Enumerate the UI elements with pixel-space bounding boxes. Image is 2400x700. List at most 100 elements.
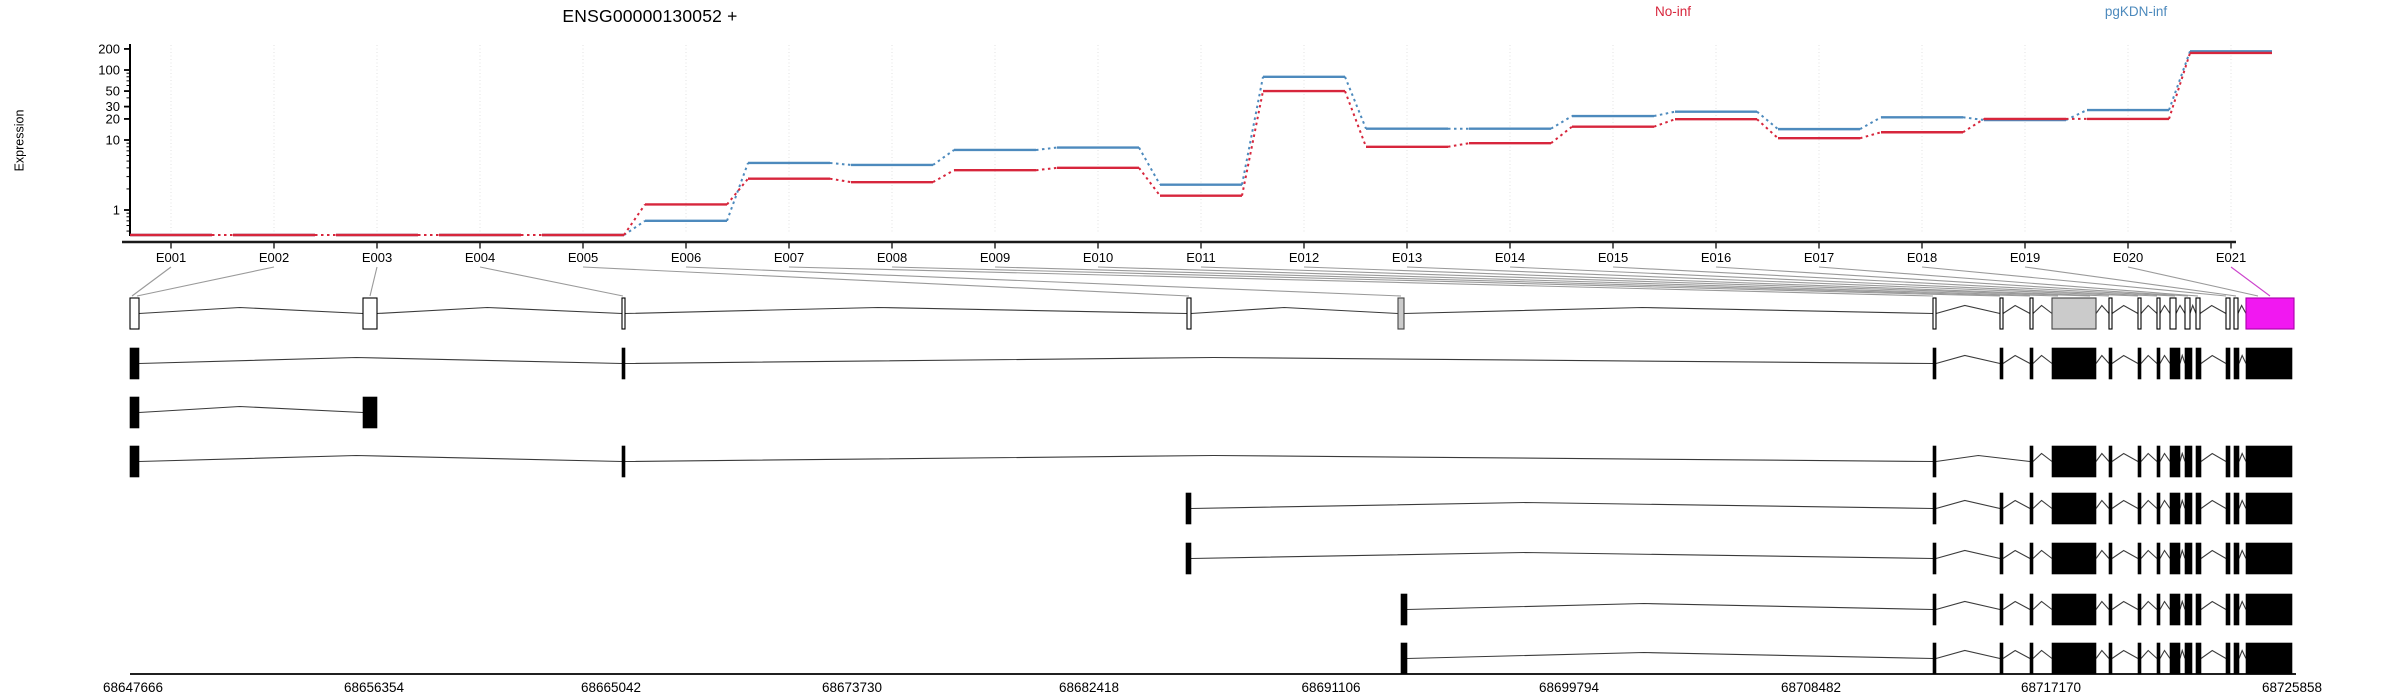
svg-text:68708482: 68708482 bbox=[1781, 680, 1841, 695]
exon-box bbox=[2195, 492, 2202, 525]
exon-box bbox=[2108, 347, 2113, 380]
exon-box bbox=[621, 297, 626, 330]
svg-text:E016: E016 bbox=[1701, 250, 1731, 265]
exon-box bbox=[2233, 297, 2239, 330]
exon-box bbox=[1932, 492, 1937, 525]
exon-box bbox=[1999, 347, 2004, 380]
svg-text:E008: E008 bbox=[877, 250, 907, 265]
exon-box bbox=[2184, 492, 2193, 525]
exon-box bbox=[1185, 542, 1192, 575]
exon-box bbox=[2169, 492, 2181, 525]
exon-box bbox=[129, 297, 140, 330]
exon-box bbox=[2029, 445, 2034, 478]
exon-box bbox=[2225, 593, 2231, 626]
svg-text:200: 200 bbox=[98, 41, 120, 56]
exon-box bbox=[2156, 542, 2161, 575]
exon-box bbox=[2233, 492, 2240, 525]
exon-box bbox=[2029, 347, 2034, 380]
svg-text:E009: E009 bbox=[980, 250, 1010, 265]
exon-box bbox=[129, 347, 140, 380]
series-no-inf bbox=[130, 51, 2272, 237]
transcript-row-transcript-7 bbox=[1400, 642, 2293, 675]
svg-text:E004: E004 bbox=[465, 250, 495, 265]
svg-text:E020: E020 bbox=[2113, 250, 2143, 265]
svg-text:E005: E005 bbox=[568, 250, 598, 265]
svg-text:E017: E017 bbox=[1804, 250, 1834, 265]
exon-box bbox=[2184, 542, 2193, 575]
transcript-row-transcript-5 bbox=[1185, 542, 2293, 575]
exon-box bbox=[2245, 542, 2293, 575]
exon-box bbox=[1999, 642, 2004, 675]
exon-box bbox=[2245, 593, 2293, 626]
exon-box bbox=[2108, 297, 2113, 330]
exon-box bbox=[2233, 542, 2240, 575]
exon-box bbox=[2225, 542, 2231, 575]
exon-box bbox=[2195, 642, 2202, 675]
exon-box bbox=[621, 445, 626, 478]
transcript-row-transcript-3 bbox=[129, 445, 2293, 478]
exon-box bbox=[1932, 542, 1937, 575]
transcript-row-transcript-6 bbox=[1400, 593, 2293, 626]
exon-box bbox=[1397, 297, 1405, 330]
exon-box bbox=[2029, 642, 2034, 675]
exon-box bbox=[2156, 642, 2161, 675]
exon-box bbox=[2137, 492, 2142, 525]
svg-text:10: 10 bbox=[106, 133, 120, 148]
exon-box bbox=[2233, 347, 2240, 380]
exon-box bbox=[2051, 593, 2097, 626]
exon-box bbox=[2156, 492, 2161, 525]
svg-text:1: 1 bbox=[113, 203, 120, 218]
svg-text:E012: E012 bbox=[1289, 250, 1319, 265]
exon-box bbox=[1400, 593, 1408, 626]
exon-box bbox=[2184, 593, 2193, 626]
exon-box bbox=[2051, 445, 2097, 478]
exon-box bbox=[2233, 445, 2240, 478]
exon-box bbox=[1932, 593, 1937, 626]
svg-text:68699794: 68699794 bbox=[1539, 680, 1600, 695]
svg-text:20: 20 bbox=[106, 111, 120, 126]
exon-box bbox=[1932, 642, 1937, 675]
exon-box bbox=[1999, 593, 2004, 626]
exon-box bbox=[2156, 347, 2161, 380]
exon-box bbox=[2051, 542, 2097, 575]
x-axis-exons: E001 E002 E003 E004 E005 E006 E007 E008 E009 E010… bbox=[122, 240, 2246, 265]
svg-text:68665042: 68665042 bbox=[581, 680, 641, 695]
exon-box bbox=[2137, 593, 2142, 626]
svg-text:68656354: 68656354 bbox=[344, 680, 405, 695]
transcript-row-transcript-2 bbox=[129, 396, 378, 429]
exon-box bbox=[2225, 445, 2231, 478]
exon-box bbox=[2225, 642, 2231, 675]
exon-box bbox=[1400, 642, 1408, 675]
genomic-axis: 68647666 68656354 68665042 68673730 68682418… bbox=[103, 673, 2322, 695]
exon-box bbox=[2108, 492, 2113, 525]
exon-box bbox=[2195, 542, 2202, 575]
exon-box bbox=[621, 347, 626, 380]
transcript-row-meta-transcript bbox=[129, 297, 2295, 330]
exon-box bbox=[2233, 642, 2240, 675]
exon-box bbox=[2245, 297, 2295, 330]
exon-box bbox=[2195, 347, 2202, 380]
exon-box bbox=[2245, 445, 2293, 478]
exon-box bbox=[2184, 297, 2191, 330]
exon-box bbox=[2225, 347, 2231, 380]
exon-box bbox=[2245, 347, 2293, 380]
svg-text:68682418: 68682418 bbox=[1059, 680, 1119, 695]
svg-text:E015: E015 bbox=[1598, 250, 1628, 265]
svg-text:E006: E006 bbox=[671, 250, 701, 265]
exon-box bbox=[129, 445, 140, 478]
exon-box bbox=[2195, 445, 2202, 478]
svg-text:68673730: 68673730 bbox=[822, 680, 882, 695]
exon-box bbox=[2137, 297, 2142, 330]
exon-box bbox=[2051, 492, 2097, 525]
exon-box bbox=[1185, 492, 1192, 525]
exon-box bbox=[2051, 297, 2097, 330]
svg-text:68647666: 68647666 bbox=[103, 680, 163, 695]
legend-pgkdn-inf: pgKDN-inf bbox=[2104, 4, 2168, 19]
exon-box bbox=[2195, 297, 2201, 330]
plot-title: ENSG00000130052 + bbox=[562, 6, 738, 26]
label-connectors bbox=[131, 266, 2271, 297]
exon-box bbox=[2108, 642, 2113, 675]
exon-box bbox=[2184, 642, 2193, 675]
